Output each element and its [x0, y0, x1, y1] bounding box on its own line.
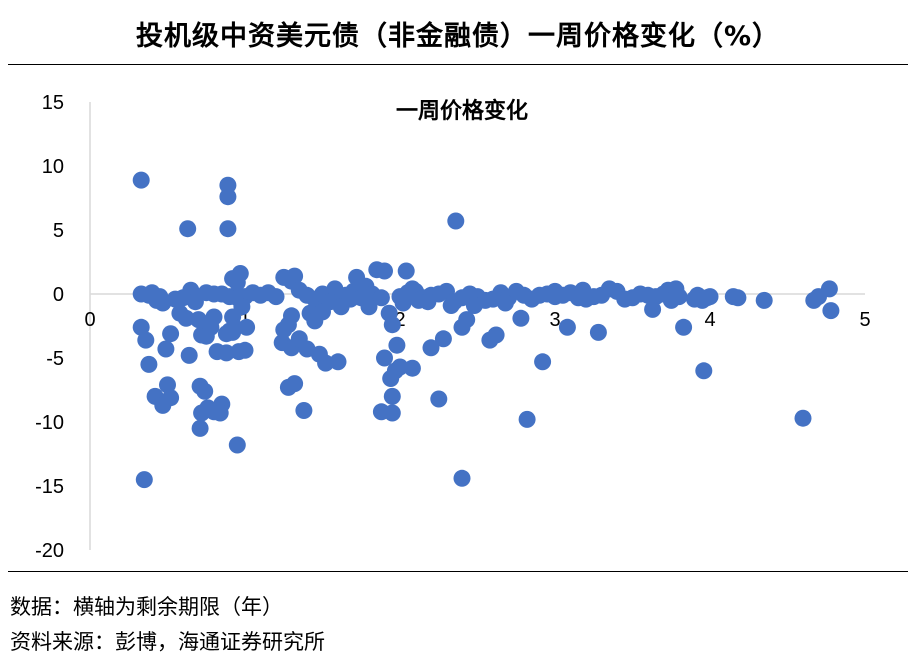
data-point: [283, 307, 300, 325]
data-point: [434, 330, 452, 348]
data-point: [822, 302, 840, 320]
data-point: [238, 318, 256, 336]
data-point: [388, 336, 406, 354]
data-point: [394, 294, 412, 312]
data-point: [589, 323, 607, 341]
data-point: [820, 280, 838, 298]
data-point: [391, 358, 409, 376]
data-point: [383, 316, 401, 334]
data-point: [224, 323, 242, 341]
data-point: [295, 402, 313, 419]
y-tick-label: -15: [35, 476, 64, 498]
y-tick-label: -5: [46, 348, 64, 370]
data-point: [534, 353, 552, 371]
data-point: [191, 419, 209, 437]
x-tick-label: 0: [84, 309, 95, 331]
data-point: [458, 311, 476, 329]
data-point: [430, 390, 448, 408]
data-point: [695, 362, 713, 380]
data-point: [137, 331, 155, 349]
y-tick-label: 15: [42, 92, 64, 114]
data-point: [447, 212, 465, 230]
data-point: [496, 294, 514, 312]
data-point: [574, 281, 592, 299]
data-point: [701, 288, 719, 306]
x-tick-label: 3: [549, 309, 560, 331]
data-point: [219, 220, 237, 238]
data-point: [151, 288, 169, 306]
data-point: [162, 389, 180, 407]
data-point: [465, 297, 483, 314]
data-point: [644, 300, 662, 318]
data-point: [675, 318, 693, 336]
data-point: [171, 304, 189, 322]
data-point: [383, 387, 401, 405]
data-point: [372, 289, 390, 307]
data-point: [729, 289, 747, 307]
data-point: [512, 309, 530, 327]
data-point: [196, 382, 214, 400]
data-point: [422, 339, 440, 357]
data-point: [352, 289, 370, 307]
data-point: [376, 262, 393, 280]
data-point: [267, 288, 285, 306]
data-point: [794, 409, 812, 427]
data-point: [132, 285, 150, 303]
y-tick-label: -20: [35, 540, 64, 562]
data-point: [135, 471, 153, 489]
data-point: [376, 349, 393, 367]
figure-title: 投机级中资美元债（非金融债）一周价格变化（%）: [135, 21, 781, 52]
data-point: [546, 282, 564, 300]
data-point: [487, 326, 505, 344]
data-point: [329, 353, 347, 371]
data-point: [558, 318, 576, 336]
source-note: 数据：横轴为剩余期限（年）: [10, 595, 283, 619]
data-point: [518, 410, 536, 428]
data-point: [228, 436, 246, 454]
data-point: [132, 318, 150, 336]
y-tick-labels: 15 10 5 0 -5 -10 -15 -20: [35, 92, 64, 562]
data-point: [453, 469, 471, 487]
data-point: [403, 359, 421, 377]
data-point: [442, 297, 460, 314]
data-points: [132, 171, 840, 489]
top-rule: [8, 64, 908, 65]
y-tick-label: 0: [53, 284, 64, 306]
data-point: [205, 308, 223, 326]
data-point: [236, 341, 254, 359]
data-point: [670, 288, 688, 306]
data-point: [179, 220, 197, 238]
chart-title: 一周价格变化: [396, 98, 528, 124]
data-point: [217, 344, 235, 362]
data-point: [231, 265, 249, 282]
data-point: [162, 325, 180, 343]
x-tick-label: 4: [704, 309, 715, 331]
x-tick-label: 2: [394, 309, 405, 331]
data-point: [132, 171, 150, 189]
data-point: [286, 375, 304, 393]
data-point: [211, 404, 229, 422]
data-point: [286, 267, 304, 285]
data-point: [383, 404, 401, 422]
data-point: [159, 376, 176, 394]
bottom-rule: [8, 571, 908, 572]
data-point: [233, 298, 251, 316]
data-point: [157, 340, 175, 358]
y-tick-label: 10: [42, 156, 64, 178]
x-tick-label: 5: [859, 309, 870, 331]
data-point: [419, 293, 437, 311]
data-point: [140, 355, 158, 373]
data-point: [397, 262, 415, 280]
data-point: [219, 188, 237, 206]
y-tick-label: -10: [35, 412, 64, 434]
source-credit: 资料来源：彭博，海通证券研究所: [10, 630, 325, 654]
data-point: [190, 311, 207, 329]
y-tick-label: 5: [53, 220, 64, 242]
data-point: [193, 404, 211, 422]
data-point: [755, 291, 773, 309]
data-point: [180, 346, 198, 364]
data-point: [275, 321, 293, 339]
data-point: [317, 354, 335, 372]
